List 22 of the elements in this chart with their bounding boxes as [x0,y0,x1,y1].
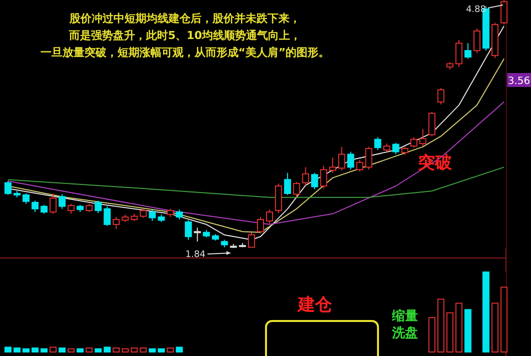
annotation: 一旦放量突破，短期涨幅可观，从而形成“美人肩”的图形。 [40,46,330,59]
bar [22,348,30,352]
text: 1.84 [185,250,206,260]
bar [40,348,48,352]
bar [104,346,111,352]
bar [32,348,39,352]
annotation: 而是强势盘升，此时5、10均线顺势通气向上， [68,29,301,42]
bar [4,346,12,352]
bar [176,346,183,352]
annotation: 股价冲过中短期均线建仓后，股价并未跌下来， [68,12,300,25]
bar [464,309,472,352]
price-marker: 3.56 [507,73,531,87]
bar [76,348,84,352]
bar [158,348,165,352]
bar [58,348,66,352]
bar [148,348,156,352]
bar [14,348,21,352]
annotation: 缩量洗盘 [391,308,418,341]
bar [482,272,490,352]
annotation: 4.88 [466,5,486,15]
annotation: 建仓 [296,295,333,315]
bar [94,348,102,352]
